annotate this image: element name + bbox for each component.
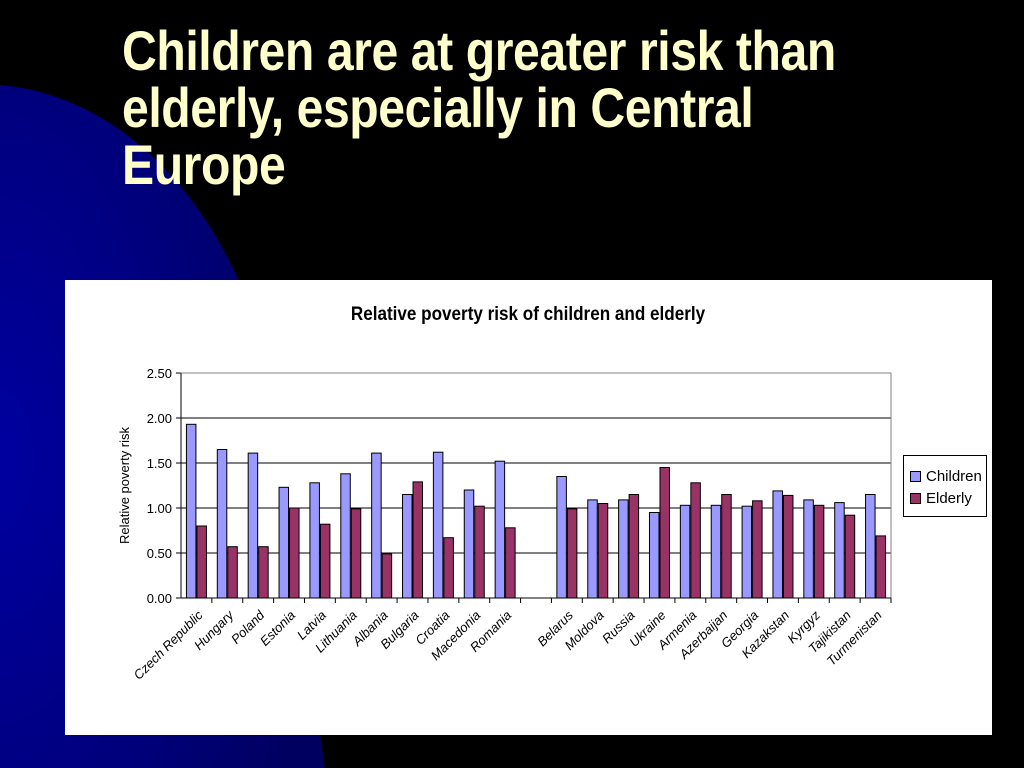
bar-children — [185, 423, 197, 599]
bar-children — [679, 504, 691, 599]
bar-children — [371, 452, 382, 599]
bar-elderly — [443, 537, 454, 599]
legend-item-elderly: Elderly — [910, 489, 972, 507]
bar-elderly — [289, 507, 300, 599]
y-tick-label: 1.50 — [147, 456, 172, 471]
bar-children — [648, 512, 660, 599]
bar-children — [309, 482, 320, 599]
y-tick-label: 2.50 — [147, 366, 172, 381]
bar-children — [463, 489, 475, 599]
chart-title: Relative poverty risk of children and el… — [351, 303, 705, 324]
bar-elderly — [412, 481, 424, 599]
bar-elderly — [690, 482, 701, 599]
bar-children — [710, 504, 722, 599]
legend-item-children: Children — [910, 467, 982, 485]
bar-elderly — [752, 500, 763, 599]
bar-children — [741, 505, 753, 599]
bar-elderly — [227, 546, 238, 599]
bar-elderly — [659, 467, 670, 599]
bar-elderly — [196, 525, 207, 599]
bar-children — [618, 499, 629, 599]
bar-elderly — [258, 546, 269, 599]
legend-swatch-children — [910, 470, 921, 482]
slide-title: Children are at greater risk than elderl… — [122, 19, 836, 196]
bar-elderly — [628, 494, 640, 599]
bar-children — [340, 473, 351, 599]
bar-elderly — [782, 494, 794, 599]
bar-elderly — [474, 505, 485, 599]
bar-elderly — [875, 535, 887, 599]
bar-elderly — [844, 514, 856, 599]
bar-children — [216, 449, 228, 599]
legend-label-children: Children — [926, 467, 982, 485]
bar-children — [803, 499, 814, 599]
bar-elderly — [505, 527, 516, 599]
bar-children — [834, 502, 845, 599]
bar-chart: Relative poverty risk of children and el… — [117, 303, 892, 683]
bar-elderly — [350, 508, 362, 599]
bar-children — [587, 499, 598, 599]
x-tick-label: Estonia — [257, 608, 298, 649]
bar-children — [432, 451, 444, 599]
bar-children — [494, 460, 506, 599]
bar-children — [772, 490, 783, 599]
legend-swatch-elderly — [910, 492, 921, 504]
bar-children — [278, 486, 290, 599]
chart-panel: Relative poverty risk of children and el… — [65, 280, 992, 735]
y-axis-label: Relative poverty risk — [117, 426, 132, 544]
bar-elderly — [813, 504, 825, 599]
bar-elderly — [721, 494, 732, 599]
bar-children — [247, 452, 259, 599]
bar-elderly — [319, 523, 331, 599]
bar-elderly — [566, 508, 578, 599]
y-tick-label: 0.00 — [147, 591, 172, 606]
y-tick-label: 1.00 — [147, 501, 172, 516]
bar-elderly — [597, 503, 609, 599]
chart-legend: Children Elderly — [903, 455, 987, 517]
bar-children — [402, 494, 413, 599]
y-tick-label: 2.00 — [147, 411, 172, 426]
legend-label-elderly: Elderly — [926, 489, 972, 507]
y-tick-label: 0.50 — [147, 546, 172, 561]
bar-children — [556, 476, 567, 599]
bar-elderly — [381, 553, 393, 599]
bar-children — [865, 494, 876, 599]
